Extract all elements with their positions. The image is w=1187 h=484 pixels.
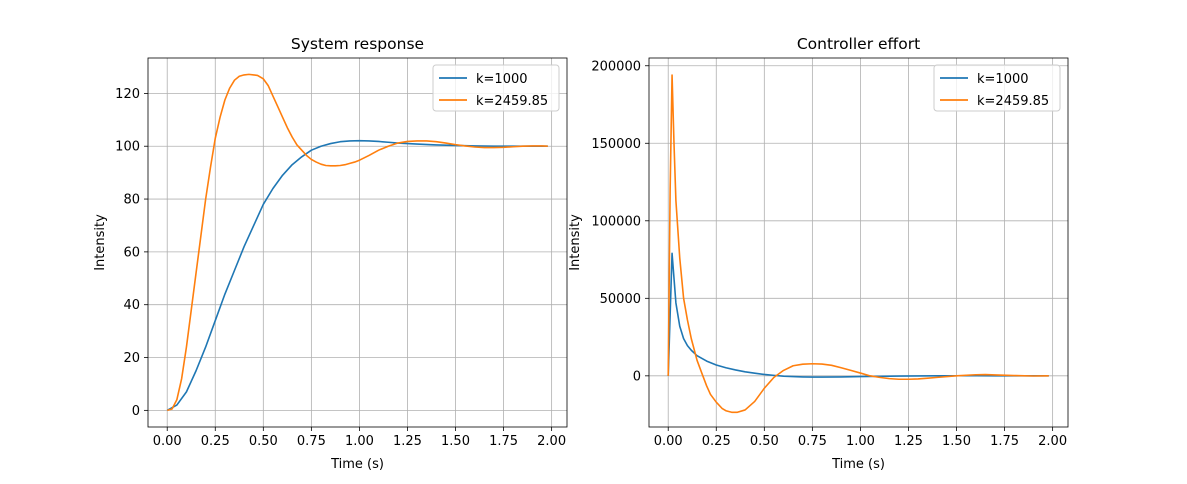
x-tick-label: 1.75 [990, 434, 1019, 449]
x-tick-label: 1.75 [489, 434, 518, 449]
y-tick-label: 120 [115, 87, 140, 102]
axes-frame [648, 57, 1069, 428]
x-tick-label: 1.50 [441, 434, 470, 449]
x-tick-label: 1.50 [942, 434, 971, 449]
series-line-k=2459.85 [167, 73, 548, 412]
y-tick-label: 80 [123, 193, 140, 208]
legend-label: k=2459.85 [476, 94, 548, 109]
controller-effort-chart: 0.00 0.25 0.50 0.75 1.00 1.25 1.50 1.75 2.00 0 500… [568, 35, 1069, 472]
chart-title: Controller effort [797, 35, 920, 53]
x-tick-label: 1.00 [345, 434, 374, 449]
grid [148, 58, 567, 427]
x-tick-label: 1.00 [846, 434, 875, 449]
legend: k=1000 k=2459.85 [432, 64, 560, 112]
y-tick-label: 20 [123, 351, 140, 366]
system-response-chart: 0.00 0.25 0.50 0.75 1.00 1.25 1.50 1.75 2.00 0 20 4… [93, 35, 568, 472]
x-tick-label: 2.00 [537, 434, 566, 449]
series-line-k=2459.85 [667, 74, 1049, 414]
x-tick-label: 0.75 [798, 434, 827, 449]
y-tick-label: 0 [633, 369, 641, 384]
y-axis-label: Intensity [93, 214, 108, 271]
grid [649, 58, 1068, 427]
series-line-k=1000 [667, 252, 1049, 378]
x-tick-label: 0.25 [702, 434, 731, 449]
y-tick-label: 150000 [591, 137, 641, 152]
y-tick-label: 60 [123, 245, 140, 260]
series-lines [667, 74, 1049, 414]
y-tick-label: 50000 [600, 292, 641, 307]
y-tick-label: 200000 [591, 59, 641, 74]
x-tick-label: 2.00 [1038, 434, 1067, 449]
chart-title: System response [291, 35, 424, 53]
y-axis-label: Intensity [568, 214, 583, 271]
y-tick-label: 40 [123, 298, 140, 313]
legend-label: k=1000 [977, 72, 1029, 87]
series-lines [166, 73, 548, 412]
x-tick-label: 0.00 [153, 434, 182, 449]
x-tick-label: 0.50 [750, 434, 779, 449]
x-tick-label: 0.00 [654, 434, 683, 449]
legend-label: k=1000 [476, 72, 528, 87]
series-line-k=1000 [166, 139, 548, 412]
x-tick-label: 1.25 [894, 434, 923, 449]
legend: k=1000 k=2459.85 [933, 64, 1061, 112]
axes-frame [147, 57, 568, 428]
y-tick-label: 100 [115, 140, 140, 155]
x-axis-label: Time (s) [831, 457, 885, 472]
legend-label: k=2459.85 [977, 94, 1049, 109]
x-tick-label: 0.75 [297, 434, 326, 449]
x-tick-label: 0.25 [201, 434, 230, 449]
x-tick-label: 1.25 [393, 434, 422, 449]
x-tick-label: 0.50 [249, 434, 278, 449]
y-tick-label: 100000 [591, 214, 641, 229]
y-tick-label: 0 [132, 404, 140, 419]
x-axis-label: Time (s) [330, 457, 384, 472]
